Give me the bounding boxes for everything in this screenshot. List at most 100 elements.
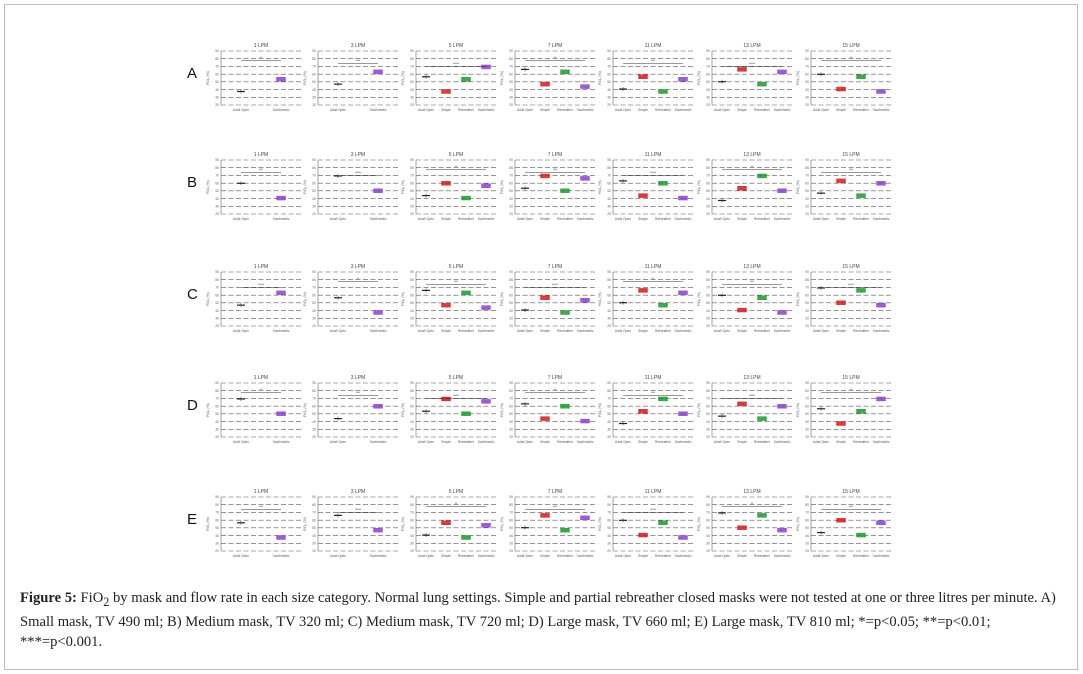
box-mark: [678, 411, 688, 416]
y-tick-label: 70: [607, 397, 611, 401]
y-tick-label: 20: [805, 324, 809, 328]
panel-title: 7 LPM: [548, 152, 562, 158]
y-tick-label: 80: [410, 278, 414, 282]
y-tick-label: 90: [410, 49, 414, 53]
x-tick-label: Rebreather: [853, 108, 870, 112]
y-tick-label: 20: [410, 212, 414, 216]
y-tick-label: 70: [215, 397, 219, 401]
panel-a-6: 13 LPM FiO₂ (%) 20 30 40 50 60 70 80 90 Adult Open…: [697, 43, 792, 112]
significance-label: **: [356, 59, 360, 64]
panel-ylabel: FiO₂ (%): [598, 403, 602, 417]
y-tick-label: 20: [215, 103, 219, 107]
x-tick-label: Adult Open: [517, 217, 533, 221]
panel-e-5: 11 LPM FiO₂ (%) 20 30 40 50 60 70 80 90 Adult Open…: [598, 489, 693, 558]
box-mark: [461, 535, 471, 540]
panel-ylabel: FiO₂ (%): [206, 403, 210, 417]
y-tick-label: 40: [607, 534, 611, 538]
y-tick-label: 50: [706, 526, 710, 530]
y-tick-label: 70: [312, 511, 316, 515]
y-tick-label: 80: [410, 57, 414, 61]
box-mark: [876, 89, 886, 94]
x-tick-label: Adult Open: [517, 108, 533, 112]
y-tick-label: 30: [509, 95, 513, 99]
box-mark: [461, 77, 471, 82]
panel-ylabel: FiO₂ (%): [500, 71, 504, 85]
x-tick-label: Adult Open: [418, 440, 434, 444]
box-mark: [678, 290, 688, 296]
panel-title: 1 LPM: [254, 489, 268, 495]
x-tick-label: Simple: [441, 440, 451, 444]
y-tick-label: 30: [215, 541, 219, 545]
x-tick-label: Simple: [441, 554, 451, 558]
y-tick-label: 40: [805, 197, 809, 201]
x-tick-label: Southmedic: [370, 329, 387, 333]
panel-e-7: 15 LPM FiO₂ (%) 20 30 40 50 60 70 80 90 Adult Open…: [796, 489, 891, 558]
box-mark: [777, 404, 787, 409]
x-tick-label: Adult Open: [418, 329, 434, 333]
x-tick-label: Southmedic: [577, 108, 594, 112]
panel-title: 13 LPM: [743, 489, 760, 495]
y-tick-label: 30: [509, 204, 513, 208]
significance-label: ***: [552, 283, 558, 288]
box-mark: [856, 288, 866, 293]
significance-label: ***: [453, 394, 459, 399]
x-tick-label: Rebreather: [458, 217, 475, 221]
y-tick-label: 90: [805, 495, 809, 499]
y-tick-label: 40: [312, 534, 316, 538]
x-tick-label: Southmedic: [273, 440, 290, 444]
x-tick-label: Rebreather: [458, 329, 475, 333]
y-tick-label: 30: [509, 541, 513, 545]
x-tick-label: Simple: [836, 329, 846, 333]
significance-label: *: [751, 165, 753, 170]
y-tick-label: 40: [509, 197, 513, 201]
box-mark: [658, 396, 668, 402]
y-tick-label: 90: [215, 270, 219, 274]
y-tick-label: 80: [215, 166, 219, 170]
x-tick-label: Simple: [441, 217, 451, 221]
y-tick-label: 90: [607, 270, 611, 274]
box-mark: [678, 195, 688, 201]
caption-sub: 2: [103, 594, 110, 609]
panel-d-2: 3 LPM FiO₂ (%) 20 30 40 50 60 70 80 90 Adult Open S…: [303, 375, 398, 444]
box-mark: [276, 195, 286, 201]
box-mark: [540, 81, 550, 87]
x-tick-label: Southmedic: [478, 440, 495, 444]
panel-a-5: 11 LPM FiO₂ (%) 20 30 40 50 60 70 80 90 Adult Open…: [598, 43, 693, 112]
y-tick-label: 70: [509, 286, 513, 290]
y-tick-label: 30: [706, 316, 710, 320]
significance-label: **: [454, 280, 458, 285]
y-tick-label: 40: [312, 420, 316, 424]
x-tick-label: Simple: [638, 108, 648, 112]
panel-ylabel: FiO₂ (%): [796, 292, 800, 306]
y-tick-label: 40: [509, 534, 513, 538]
significance-label: *: [652, 277, 654, 282]
y-tick-label: 60: [215, 518, 219, 522]
panel-a-4: 7 LPM FiO₂ (%) 20 30 40 50 60 70 80 90 Adult Open S…: [500, 43, 595, 112]
significance-label: **: [356, 391, 360, 396]
panel-ylabel: FiO₂ (%): [303, 292, 307, 306]
y-tick-label: 60: [410, 518, 414, 522]
significance-label: *: [850, 56, 852, 61]
y-tick-label: 30: [215, 95, 219, 99]
y-tick-label: 50: [215, 526, 219, 530]
panel-ylabel: FiO₂ (%): [697, 180, 701, 194]
significance-label: *: [455, 502, 457, 507]
box-mark: [777, 527, 787, 533]
y-tick-label: 80: [215, 57, 219, 61]
box-mark: [481, 523, 491, 528]
x-tick-label: Adult Open: [330, 108, 346, 112]
x-tick-label: Rebreather: [754, 554, 771, 558]
panel-ylabel: FiO₂ (%): [598, 292, 602, 306]
y-tick-label: 80: [312, 278, 316, 282]
y-tick-label: 80: [215, 503, 219, 507]
x-tick-label: Southmedic: [873, 554, 890, 558]
panel-a-1: 1 LPM FiO₂ (%) 20 30 40 50 60 70 80 90 Adult Open S…: [206, 43, 301, 112]
box-mark: [757, 173, 767, 179]
panel-b-7: 15 LPM FiO₂ (%) 20 30 40 50 60 70 80 90 Adult Open…: [796, 152, 891, 221]
panel-ylabel: FiO₂ (%): [401, 517, 405, 531]
y-tick-label: 30: [607, 541, 611, 545]
panel-title: 5 LPM: [449, 43, 463, 49]
significance-label: ***: [650, 171, 656, 176]
y-tick-label: 70: [509, 511, 513, 515]
significance-label: *: [554, 388, 556, 393]
